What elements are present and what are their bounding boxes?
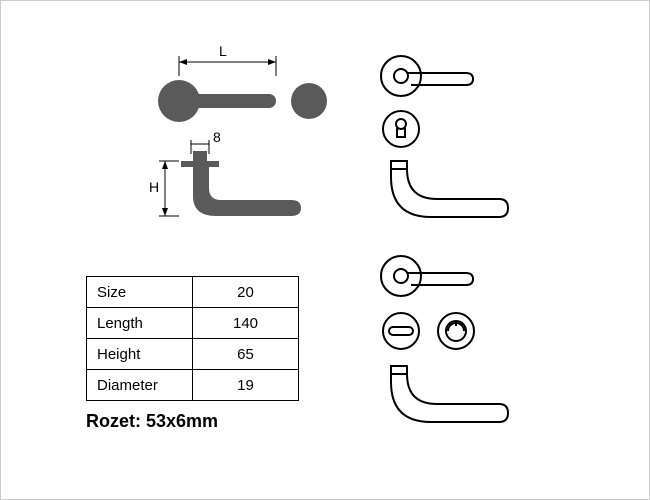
rozet-label: Rozet: 53x6mm [86,411,218,432]
spec-label: Height [87,339,193,370]
table-row: Length 140 [87,308,299,339]
top-view-drawing [151,46,351,136]
table-row: Size 20 [87,277,299,308]
spec-value: 19 [193,370,299,401]
spec-value: 140 [193,308,299,339]
spec-label: Diameter [87,370,193,401]
side-view-drawing [151,136,351,246]
spec-table: Size 20 Length 140 Height 65 Diameter 19 [86,276,299,401]
spec-label: Size [87,277,193,308]
dim-label-8: 8 [213,129,221,145]
diagram-canvas: L 8 H [1,1,649,499]
dim-label-L: L [219,43,227,59]
dim-label-H: H [149,179,159,195]
spec-value: 65 [193,339,299,370]
spec-label: Length [87,308,193,339]
outline-set-bottom [371,251,571,441]
outline-set-top [371,51,531,231]
table-row: Height 65 [87,339,299,370]
table-row: Diameter 19 [87,370,299,401]
spec-value: 20 [193,277,299,308]
